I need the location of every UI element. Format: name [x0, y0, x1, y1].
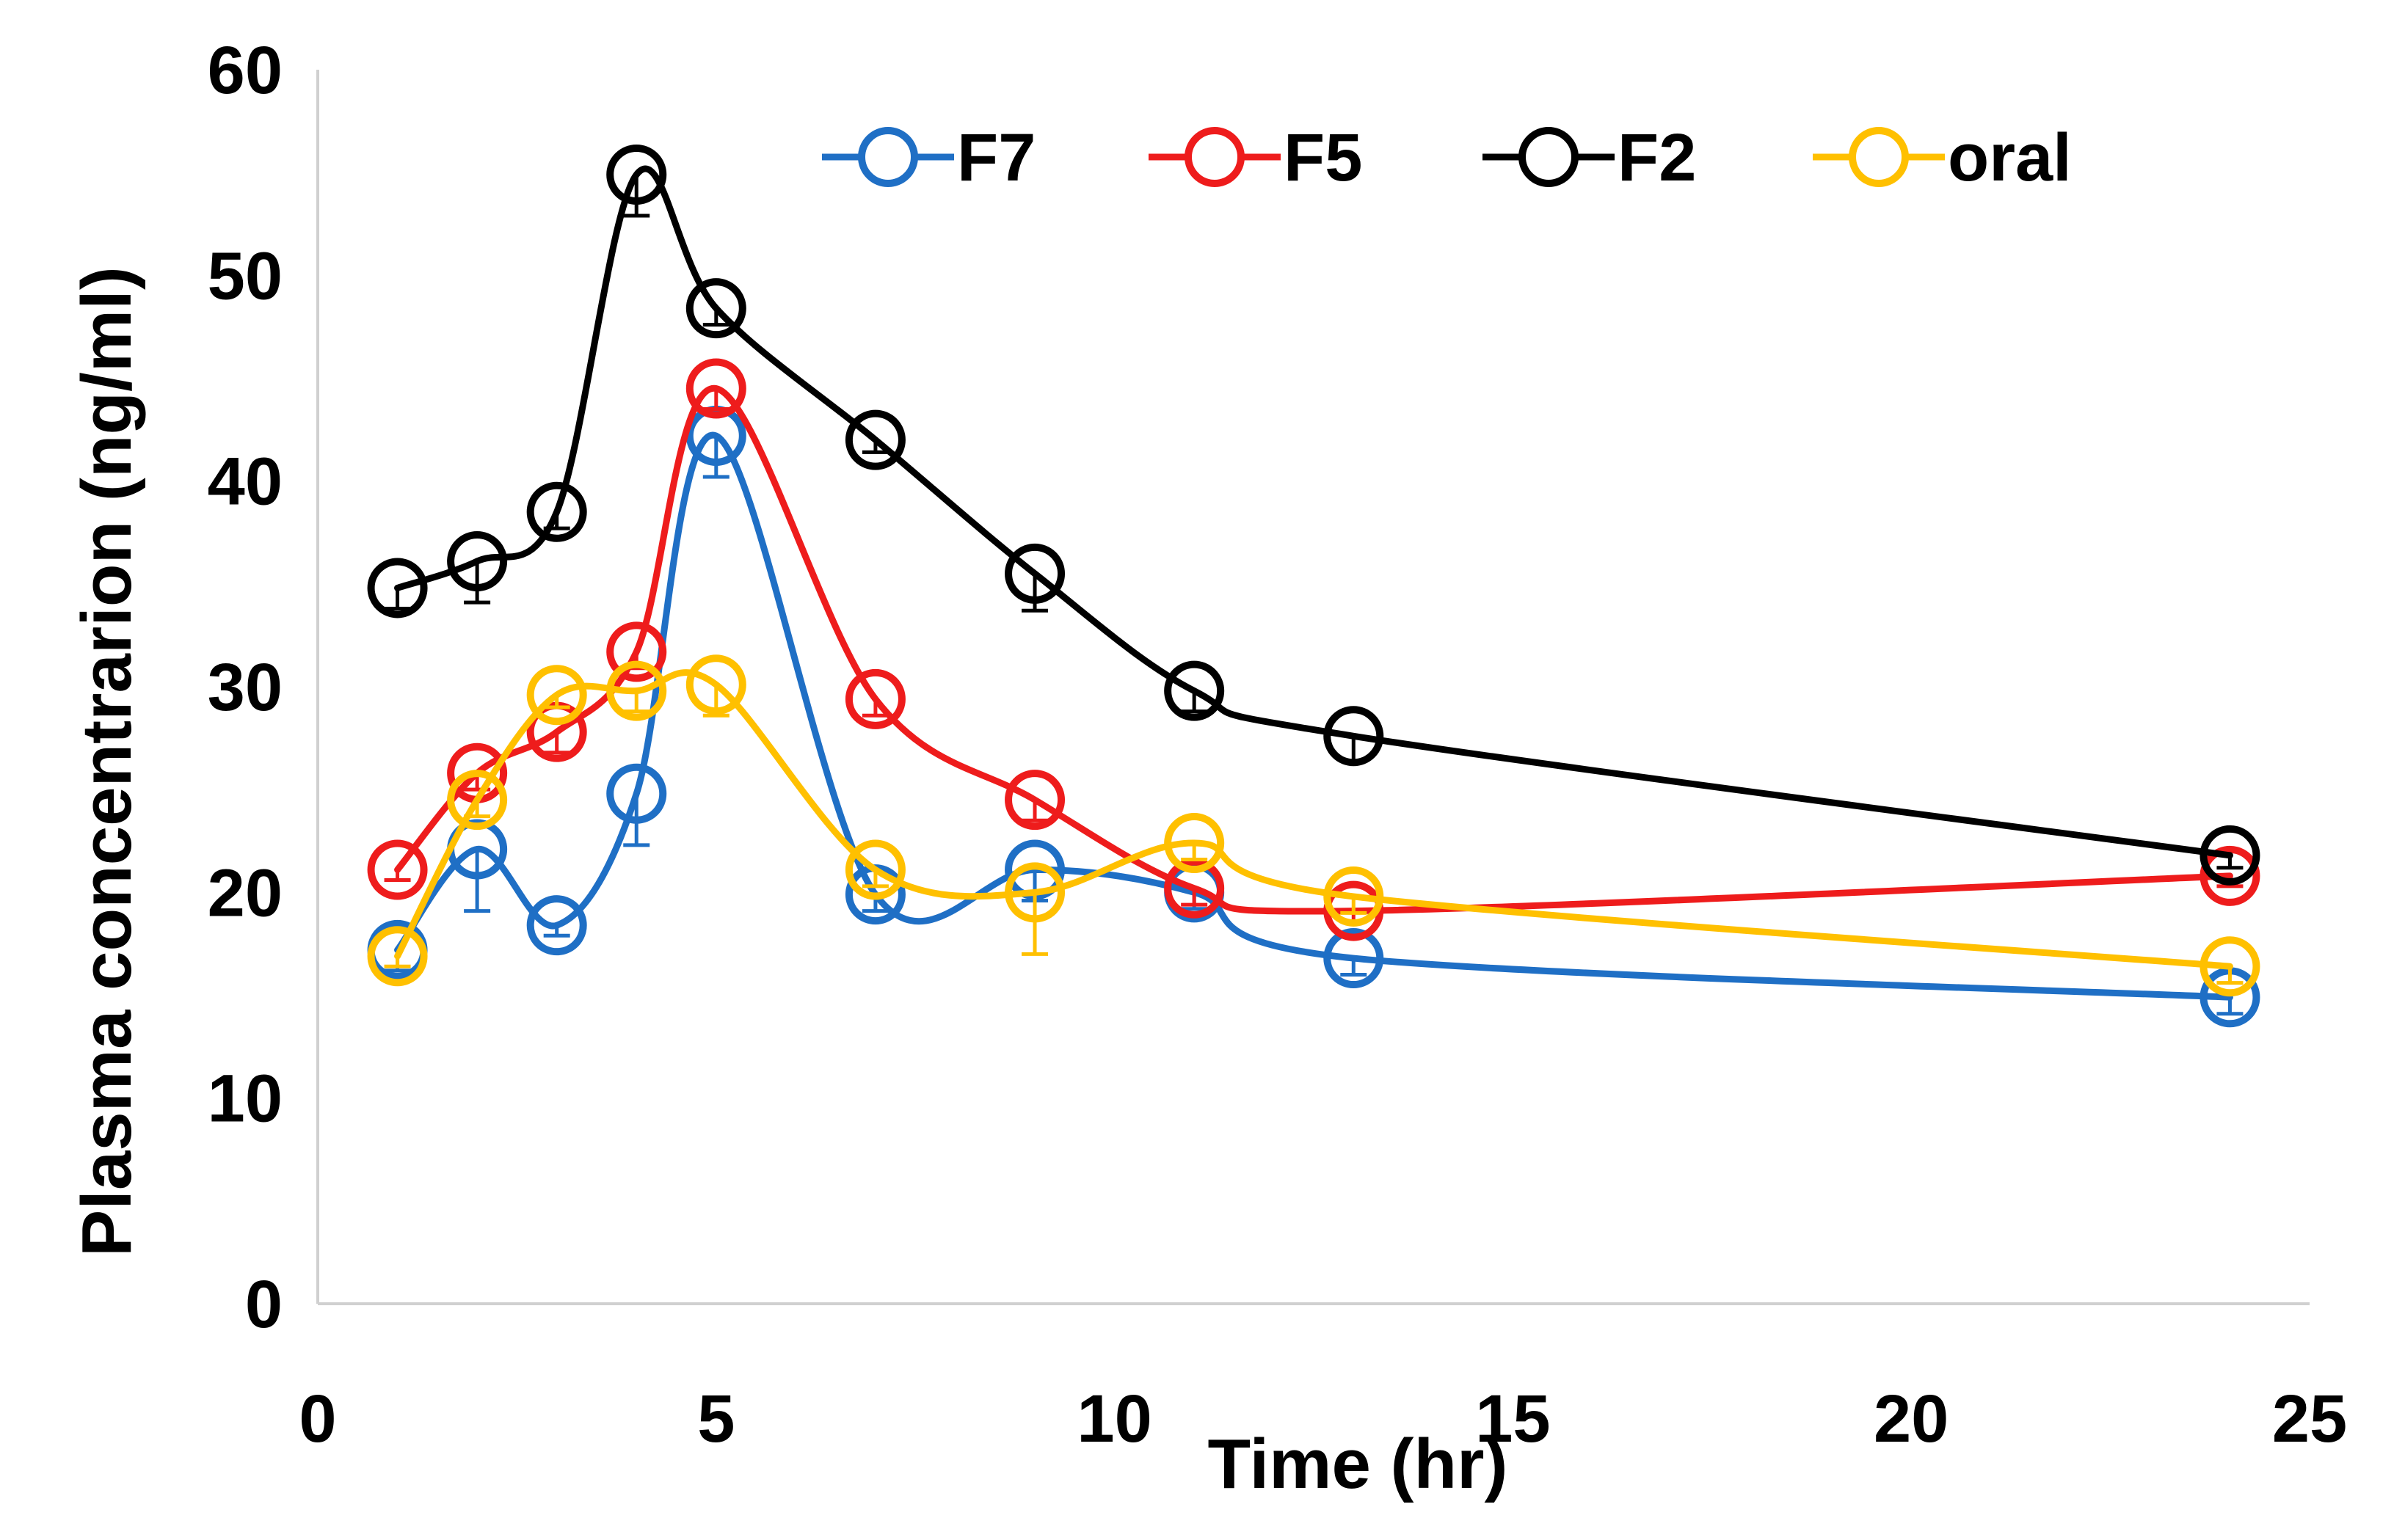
- data-point-oral: [2200, 936, 2260, 997]
- data-point-f5: [845, 668, 906, 729]
- y-tick-label: 0: [245, 1267, 283, 1342]
- data-point-f5: [2200, 845, 2260, 906]
- legend-swatch-marker: [1849, 127, 1909, 187]
- legend-swatch-marker: [1185, 127, 1245, 187]
- x-tick-label: 15: [1475, 1382, 1550, 1456]
- series-oral: [367, 654, 2260, 997]
- data-point-f2: [367, 558, 428, 618]
- y-tick-labels: 0 10 20 30 40 50 60: [208, 33, 283, 1342]
- data-point-f5: [1005, 770, 1066, 831]
- data-point-oral: [1323, 866, 1384, 927]
- y-axis-title: Plasma concentrarion (ng/ml): [68, 266, 146, 1257]
- x-tick-label: 5: [697, 1382, 735, 1456]
- data-point-oral: [685, 654, 746, 715]
- y-tick-label: 50: [208, 238, 283, 313]
- y-tick-label: 20: [208, 855, 283, 930]
- data-point-f7: [526, 895, 587, 956]
- data-point-f2: [1005, 543, 1066, 604]
- data-point-f2: [845, 409, 906, 470]
- data-series: [367, 144, 2260, 1028]
- legend-label-oral: oral: [1948, 120, 2072, 195]
- legend-label-f2: F2: [1618, 120, 1696, 195]
- legend-item-f2: F2: [1482, 120, 1696, 195]
- data-point-oral: [447, 770, 508, 831]
- y-tick-label: 60: [208, 33, 283, 108]
- y-tick-label: 10: [208, 1062, 283, 1136]
- data-point-f5: [367, 839, 428, 900]
- data-point-f2: [2200, 825, 2260, 886]
- x-axis-title: Time (hr): [1208, 1425, 1508, 1503]
- series-line-f7: [394, 431, 2233, 1001]
- series-line-f5: [394, 384, 2233, 915]
- legend-label-f7: F7: [957, 120, 1036, 195]
- y-tick-label: 30: [208, 650, 283, 725]
- series-f2: [367, 144, 2260, 886]
- data-point-oral: [1005, 862, 1066, 923]
- axes: [316, 70, 2310, 1305]
- data-point-oral: [367, 926, 428, 987]
- data-point-f7: [1323, 928, 1384, 989]
- data-point-f5: [1164, 858, 1225, 919]
- data-point-f7: [606, 763, 667, 824]
- legend: F7 F5 F2 oral: [822, 120, 2072, 195]
- data-point-oral: [845, 839, 906, 900]
- data-point-f2: [447, 530, 508, 591]
- data-point-oral: [1164, 813, 1225, 874]
- legend-swatch-marker: [1518, 127, 1579, 187]
- y-tick-label: 40: [208, 445, 283, 519]
- legend-item-f7: F7: [822, 120, 1036, 195]
- data-point-f2: [1323, 706, 1384, 767]
- series-line-oral: [394, 669, 2233, 970]
- data-point-f5: [606, 621, 667, 682]
- data-point-f2: [685, 278, 746, 339]
- x-tick-label: 10: [1077, 1382, 1151, 1456]
- legend-item-f5: F5: [1149, 120, 1362, 195]
- data-point-oral: [606, 660, 667, 721]
- legend-item-oral: oral: [1813, 120, 2072, 195]
- data-point-f2: [606, 144, 667, 205]
- x-tick-labels: 0 5 10 15 20 25: [299, 1382, 2347, 1456]
- x-tick-label: 20: [1874, 1382, 1949, 1456]
- data-point-f2: [1164, 660, 1225, 721]
- data-point-f5: [685, 358, 746, 419]
- data-point-f2: [526, 481, 587, 542]
- data-point-oral: [526, 665, 587, 726]
- data-point-f5: [1323, 880, 1384, 941]
- legend-label-f5: F5: [1284, 120, 1362, 195]
- x-tick-label: 25: [2272, 1382, 2347, 1456]
- legend-swatch-marker: [858, 127, 918, 187]
- x-tick-label: 0: [299, 1382, 336, 1456]
